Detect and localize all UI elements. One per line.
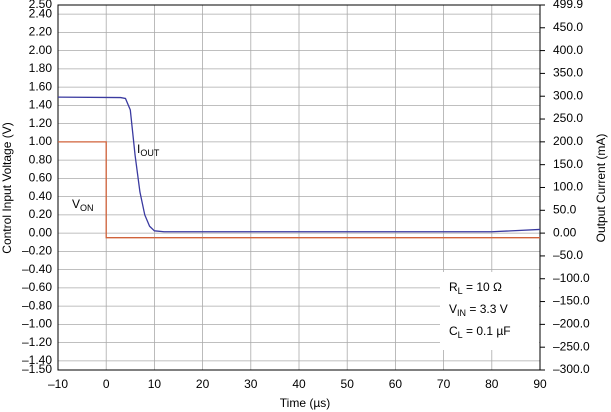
annotation-box xyxy=(440,272,539,350)
y-tick-label: 0.40 xyxy=(29,189,53,203)
y-tick-label: 0.20 xyxy=(29,207,53,221)
plot-frame xyxy=(57,4,541,371)
y-tick-label: –1.40 xyxy=(22,353,52,367)
y-tick-label: 0.80 xyxy=(29,152,53,166)
y2-axis-title: Output Current (mA) xyxy=(594,134,608,243)
data-line xyxy=(57,96,541,233)
annotation-main: R xyxy=(449,280,458,294)
y-tick-label: –0.40 xyxy=(22,262,52,276)
x-tick-label: 60 xyxy=(389,377,403,391)
y-tick-label: –0.80 xyxy=(22,298,52,312)
x-tick-label: 10 xyxy=(148,377,162,391)
y-tick-label: 2.50 xyxy=(29,0,53,11)
y-tick-label: 2.20 xyxy=(29,25,53,39)
y-tick-label: 2.40 xyxy=(29,6,53,20)
y-tick-label: –0.60 xyxy=(22,280,52,294)
x-tick-label: 20 xyxy=(196,377,210,391)
annotation-rest: = 3.3 V xyxy=(466,302,508,316)
annotation: VON xyxy=(72,197,94,213)
y2-tick-label: –200.0 xyxy=(553,317,590,331)
annotation-main: I xyxy=(137,142,140,156)
annotation-rest: = 10 Ω xyxy=(463,280,502,294)
x-tick-label: 0 xyxy=(103,377,110,391)
y-tick-label: –1.00 xyxy=(22,317,52,331)
y-tick-label: 1.60 xyxy=(29,79,53,93)
y2-tick-label: –300.0 xyxy=(553,362,590,376)
x-tick-label: 50 xyxy=(341,377,355,391)
y2-tick-label: 350.0 xyxy=(553,66,583,80)
y2-tick-label: 100.0 xyxy=(553,180,583,194)
annotation: IOUT xyxy=(137,142,160,158)
annotation-sub: L xyxy=(458,330,463,340)
annotation-main: V xyxy=(72,197,80,211)
y-axis-title: Control Input Voltage (V) xyxy=(0,122,14,253)
x-tick-label: 30 xyxy=(244,377,258,391)
y-tick-label: 0.60 xyxy=(29,171,53,185)
y2-tick-label: 250.0 xyxy=(553,111,583,125)
y-tick-label: –1.20 xyxy=(22,335,52,349)
annotation-rest: = 0.1 µF xyxy=(463,324,511,338)
annotation: RL = 10 Ω xyxy=(449,280,502,296)
annotation-sub: OUT xyxy=(140,148,160,158)
y2-tick-label: 50.0 xyxy=(553,202,577,216)
y2-tick-label: 499.9 xyxy=(553,0,583,11)
y2-tick-label: –100.0 xyxy=(553,271,590,285)
annotation: VIN = 3.3 V xyxy=(449,302,508,318)
y-tick-label: 1.00 xyxy=(29,134,53,148)
y-tick-label: –1.50 xyxy=(22,362,52,376)
x-tick-label: 80 xyxy=(485,377,499,391)
annotation-main: V xyxy=(449,302,457,316)
x-axis-title: Time (µs) xyxy=(280,396,330,410)
y2-tick-label: 400.0 xyxy=(553,43,583,57)
y2-tick-label: –150.0 xyxy=(553,294,590,308)
data-line xyxy=(58,141,540,239)
y-tick-label: 2.00 xyxy=(29,43,53,57)
x-tick-label: 40 xyxy=(292,377,306,391)
y-tick-label: 0.00 xyxy=(29,225,53,239)
y2-tick-label: 200.0 xyxy=(553,134,583,148)
y-tick-label: 1.80 xyxy=(29,61,53,75)
y2-tick-label: 0.00 xyxy=(553,225,577,239)
x-tick-label: 70 xyxy=(437,377,451,391)
y-tick-label: 1.20 xyxy=(29,116,53,130)
y2-tick-label: 300.0 xyxy=(553,88,583,102)
annotation-sub: ON xyxy=(80,203,94,213)
y2-tick-label: –250.0 xyxy=(553,339,590,353)
y2-tick-label: 150.0 xyxy=(553,157,583,171)
x-tick-label: 90 xyxy=(533,377,547,391)
y2-tick-label: –50.0 xyxy=(553,248,583,262)
annotation-main: C xyxy=(449,324,458,338)
y-tick-label: 1.40 xyxy=(29,98,53,112)
annotation: CL = 0.1 µF xyxy=(449,324,511,340)
x-tick-label: –10 xyxy=(48,377,68,391)
annotation-sub: L xyxy=(458,286,463,296)
y2-tick-label: 450.0 xyxy=(553,20,583,34)
annotation-sub: IN xyxy=(457,308,466,318)
y-tick-label: –0.20 xyxy=(22,244,52,258)
